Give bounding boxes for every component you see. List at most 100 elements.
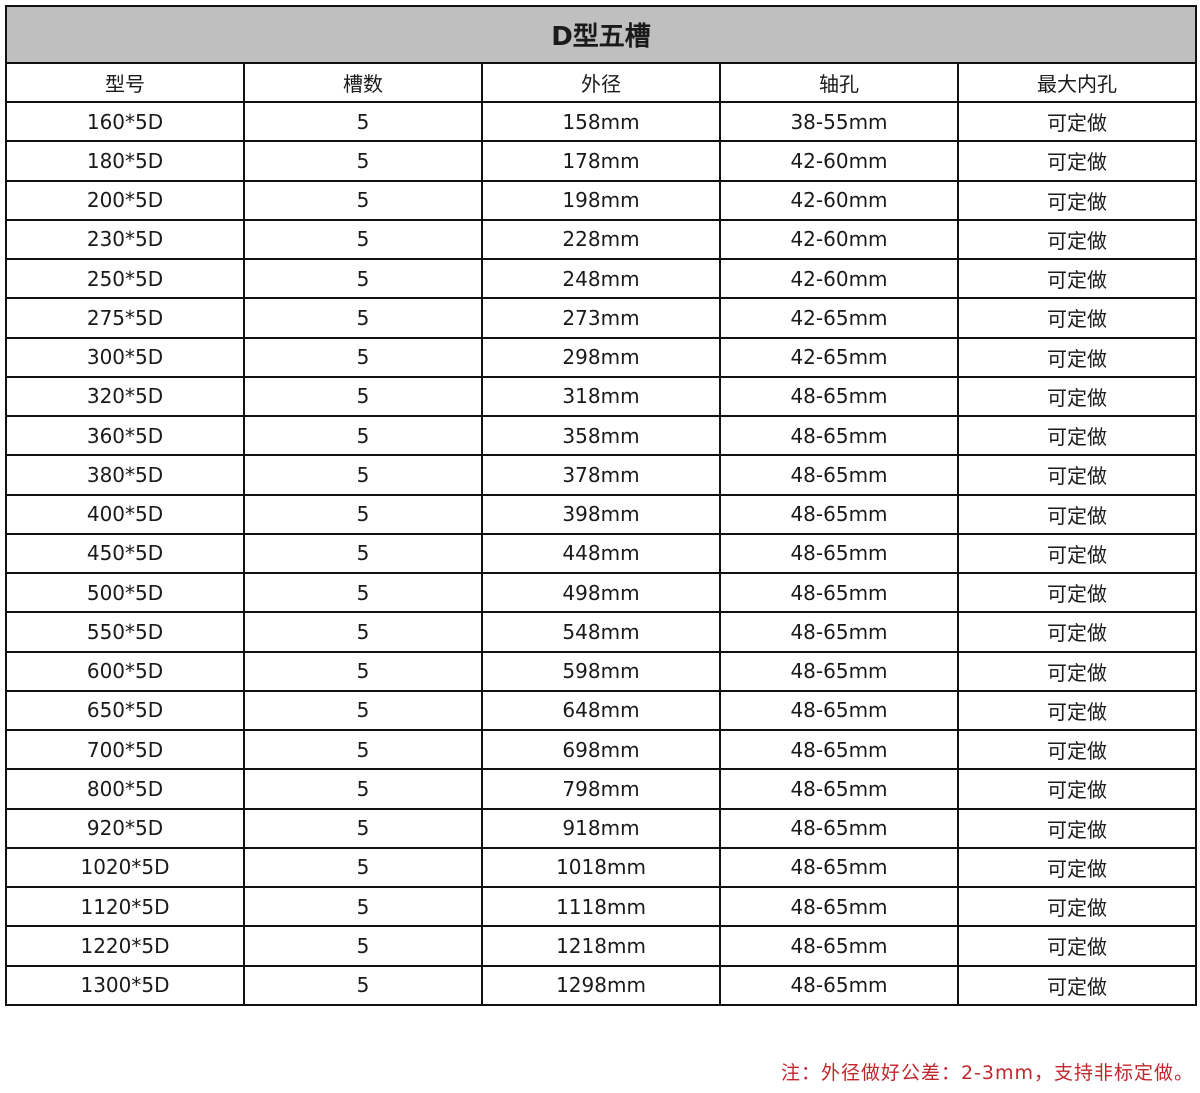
cell-max-bore: 可定做 [957,140,1197,182]
spec-table: D型五槽 型号 槽数 外径 轴孔 最大内孔 160*5D 5 158mm 38-55m… [5,5,1197,1006]
header-row: 型号 槽数 外径 轴孔 最大内孔 [5,62,1197,103]
header-grooves: 槽数 [243,62,483,103]
table-row: 400*5D 5 398mm 48-65mm 可定做 [5,493,1197,535]
cell-max-bore: 可定做 [957,650,1197,692]
table-row: 380*5D 5 378mm 48-65mm 可定做 [5,454,1197,496]
cell-grooves: 5 [243,454,483,496]
cell-model: 700*5D [5,728,245,771]
cell-grooves: 5 [243,964,483,1006]
cell-grooves: 5 [243,650,483,692]
cell-max-bore: 可定做 [957,925,1197,967]
cell-model: 160*5D [5,100,245,143]
cell-outer-diameter: 1298mm [481,964,721,1006]
cell-model: 200*5D [5,179,245,221]
cell-outer-diameter: 918mm [481,807,721,849]
header-shaft-hole: 轴孔 [719,62,959,103]
cell-max-bore: 可定做 [957,257,1197,300]
cell-grooves: 5 [243,336,483,378]
table-row: 450*5D 5 448mm 48-65mm 可定做 [5,532,1197,575]
cell-max-bore: 可定做 [957,532,1197,575]
cell-shaft-hole: 38-55mm [719,100,959,143]
table-row: 920*5D 5 918mm 48-65mm 可定做 [5,807,1197,849]
cell-model: 360*5D [5,414,245,457]
cell-shaft-hole: 48-65mm [719,689,959,732]
cell-shaft-hole: 42-60mm [719,257,959,300]
cell-outer-diameter: 698mm [481,728,721,771]
cell-model: 1300*5D [5,964,245,1006]
cell-outer-diameter: 318mm [481,375,721,418]
cell-max-bore: 可定做 [957,728,1197,771]
cell-model: 600*5D [5,650,245,692]
cell-max-bore: 可定做 [957,964,1197,1006]
table-row: 300*5D 5 298mm 42-65mm 可定做 [5,336,1197,378]
cell-outer-diameter: 1018mm [481,846,721,889]
cell-outer-diameter: 248mm [481,257,721,300]
table-row: 1300*5D 5 1298mm 48-65mm 可定做 [5,964,1197,1006]
cell-model: 230*5D [5,218,245,261]
table-row: 360*5D 5 358mm 48-65mm 可定做 [5,414,1197,457]
cell-model: 400*5D [5,493,245,535]
cell-grooves: 5 [243,414,483,457]
cell-shaft-hole: 48-65mm [719,925,959,967]
cell-grooves: 5 [243,846,483,889]
cell-grooves: 5 [243,532,483,575]
cell-max-bore: 可定做 [957,571,1197,614]
table-row: 600*5D 5 598mm 48-65mm 可定做 [5,650,1197,692]
cell-model: 650*5D [5,689,245,732]
table-row: 275*5D 5 273mm 42-65mm 可定做 [5,297,1197,339]
cell-outer-diameter: 498mm [481,571,721,614]
table-title: D型五槽 [5,5,1197,64]
cell-model: 1020*5D [5,846,245,889]
cell-shaft-hole: 48-65mm [719,571,959,614]
cell-shaft-hole: 48-65mm [719,375,959,418]
cell-model: 1120*5D [5,885,245,928]
table-row: 320*5D 5 318mm 48-65mm 可定做 [5,375,1197,418]
cell-model: 500*5D [5,571,245,614]
cell-grooves: 5 [243,140,483,182]
cell-grooves: 5 [243,611,483,653]
cell-grooves: 5 [243,768,483,810]
footnote: 注：外径做好公差：2-3mm，支持非标定做。 [780,1062,1194,1084]
cell-outer-diameter: 598mm [481,650,721,692]
cell-shaft-hole: 48-65mm [719,414,959,457]
cell-shaft-hole: 48-65mm [719,728,959,771]
table-row: 1220*5D 5 1218mm 48-65mm 可定做 [5,925,1197,967]
cell-model: 275*5D [5,297,245,339]
cell-shaft-hole: 48-65mm [719,768,959,810]
cell-max-bore: 可定做 [957,846,1197,889]
cell-max-bore: 可定做 [957,218,1197,261]
cell-grooves: 5 [243,571,483,614]
table-row: 700*5D 5 698mm 48-65mm 可定做 [5,728,1197,771]
table-row: 800*5D 5 798mm 48-65mm 可定做 [5,768,1197,810]
cell-model: 320*5D [5,375,245,418]
cell-grooves: 5 [243,925,483,967]
cell-max-bore: 可定做 [957,689,1197,732]
cell-outer-diameter: 158mm [481,100,721,143]
cell-grooves: 5 [243,493,483,535]
cell-shaft-hole: 48-65mm [719,532,959,575]
cell-outer-diameter: 448mm [481,532,721,575]
cell-outer-diameter: 648mm [481,689,721,732]
cell-model: 250*5D [5,257,245,300]
cell-outer-diameter: 358mm [481,414,721,457]
header-max-bore: 最大内孔 [957,62,1197,103]
cell-shaft-hole: 42-60mm [719,140,959,182]
cell-shaft-hole: 48-65mm [719,885,959,928]
cell-shaft-hole: 48-65mm [719,807,959,849]
cell-grooves: 5 [243,100,483,143]
cell-max-bore: 可定做 [957,768,1197,810]
table-row: 200*5D 5 198mm 42-60mm 可定做 [5,179,1197,221]
cell-max-bore: 可定做 [957,297,1197,339]
cell-outer-diameter: 798mm [481,768,721,810]
cell-shaft-hole: 48-65mm [719,846,959,889]
cell-max-bore: 可定做 [957,375,1197,418]
cell-shaft-hole: 42-65mm [719,297,959,339]
cell-shaft-hole: 48-65mm [719,611,959,653]
cell-outer-diameter: 548mm [481,611,721,653]
cell-max-bore: 可定做 [957,807,1197,849]
cell-outer-diameter: 273mm [481,297,721,339]
cell-model: 550*5D [5,611,245,653]
cell-shaft-hole: 48-65mm [719,964,959,1006]
cell-outer-diameter: 398mm [481,493,721,535]
table-row: 500*5D 5 498mm 48-65mm 可定做 [5,571,1197,614]
